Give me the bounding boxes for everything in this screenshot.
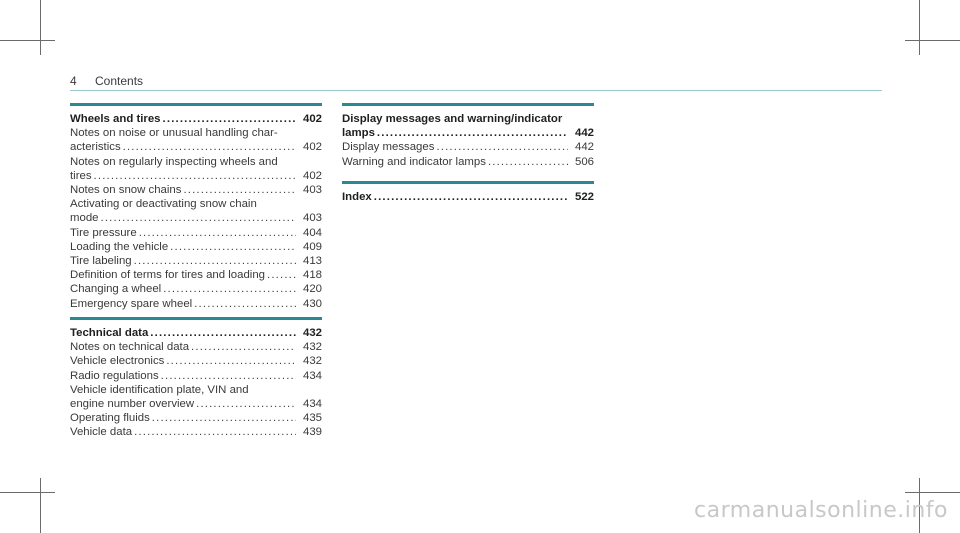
toc-entry-line[interactable]: Activating or deactivating snow chain (70, 198, 257, 211)
toc-entry-label: mode (70, 212, 99, 225)
toc-heading-label: Wheels and tires (70, 113, 161, 125)
toc-page-number: 413 (302, 255, 322, 268)
header-title: Contents (95, 74, 144, 88)
toc-entry-label: Radio regulations (70, 369, 159, 382)
toc-entry[interactable]: Display messages 442 (342, 140, 594, 154)
toc-entry[interactable]: Tire labeling 413 (70, 254, 322, 268)
crop-mark (40, 478, 41, 533)
toc-entry[interactable]: acteristics 402 (70, 140, 322, 154)
header-divider (70, 90, 882, 91)
toc-page-number: 418 (302, 269, 322, 282)
toc-entry-line[interactable]: Vehicle identification plate, VIN and (70, 383, 249, 396)
toc-page-number: 439 (302, 426, 322, 439)
section-divider (70, 103, 322, 106)
toc-page-number: 442 (574, 127, 594, 140)
toc-entry[interactable]: mode 403 (70, 211, 322, 225)
toc-page-number: 434 (302, 369, 322, 382)
toc-page-number: 402 (302, 113, 322, 125)
toc-heading-label: Index (342, 191, 372, 203)
toc-heading-line[interactable]: Display messages and warning/indicator (342, 113, 563, 125)
toc-page-number: 432 (302, 327, 322, 339)
toc-entry[interactable]: Tire pressure 404 (70, 226, 322, 240)
toc-entry-label: Notes on technical data (70, 341, 190, 354)
toc-entry-label: Changing a wheel (70, 283, 162, 296)
toc-page-number: 430 (302, 297, 322, 310)
toc-page-number: 404 (302, 226, 322, 239)
toc-heading[interactable]: Index 522 (342, 190, 594, 204)
toc-entry-label: Loading the vehicle (70, 240, 169, 253)
toc-page-number: 432 (302, 341, 322, 354)
toc-entry-label: Display messages (342, 141, 435, 154)
toc-heading[interactable]: lamps 442 (342, 126, 594, 140)
toc-entry[interactable]: tires 402 (70, 169, 322, 183)
toc-entry-label: Emergency spare wheel (70, 297, 193, 310)
toc-heading-label: lamps (342, 127, 375, 140)
toc-entry[interactable]: Definition of terms for tires and loadin… (70, 268, 322, 282)
crop-mark (0, 492, 55, 493)
toc-page-number: 409 (302, 240, 322, 253)
toc-page-number: 402 (302, 169, 322, 182)
toc-page-number: 403 (302, 212, 322, 225)
page-number: 4 (70, 74, 77, 88)
toc-entry-line[interactable]: Notes on regularly inspecting wheels and (70, 155, 278, 168)
toc-entry[interactable]: Radio regulations 434 (70, 369, 322, 383)
crop-mark (40, 0, 41, 55)
toc-page-number: 420 (302, 283, 322, 296)
toc-entry-label: Tire labeling (70, 255, 132, 268)
section-divider (342, 181, 594, 184)
toc-entry[interactable]: Warning and indicator lamps 506 (342, 155, 594, 169)
toc-entry[interactable]: engine number overview 434 (70, 397, 322, 411)
toc-entry[interactable]: Loading the vehicle 409 (70, 240, 322, 254)
toc-entry[interactable]: Notes on technical data 432 (70, 340, 322, 354)
toc-entry-label: Warning and indicator lamps (342, 155, 486, 168)
toc-entry-line[interactable]: Notes on noise or unusual handling char- (70, 127, 278, 140)
crop-mark (905, 40, 960, 41)
toc-entry-label: Vehicle electronics (70, 355, 165, 368)
toc-heading[interactable]: Wheels and tires 402 (70, 112, 322, 126)
toc-page-number: 402 (302, 141, 322, 154)
page-header: 4 Contents (70, 74, 143, 88)
toc-page-number: 403 (302, 184, 322, 197)
crop-mark (919, 0, 920, 55)
toc-heading[interactable]: Technical data 432 (70, 326, 322, 340)
toc-entry[interactable]: Emergency spare wheel 430 (70, 297, 322, 311)
crop-mark (919, 478, 920, 533)
toc-heading-label: Technical data (70, 327, 149, 339)
toc-entry-label: Operating fluids (70, 412, 150, 425)
toc-page-number: 506 (574, 155, 594, 168)
toc-entry-label: engine number overview (70, 398, 195, 411)
toc-section-index: Index 522 (342, 181, 594, 204)
toc-section-technical-data: Technical data 432 Notes on technical dat… (70, 317, 322, 440)
section-divider (70, 317, 322, 320)
toc-entry-label: Notes on snow chains (70, 184, 182, 197)
toc-entry-label: Tire pressure (70, 226, 137, 239)
watermark: carmanualsonline.info (694, 498, 948, 523)
toc-entry[interactable]: Vehicle data 439 (70, 425, 322, 439)
toc-section-wheels-and-tires: Wheels and tires 402 Notes on noise or un… (70, 103, 322, 311)
toc-entry[interactable]: Vehicle electronics 432 (70, 354, 322, 368)
toc-entry-label: Definition of terms for tires and loadin… (70, 269, 266, 282)
toc-entry-label: tires (70, 169, 92, 182)
toc-page-number: 434 (302, 398, 322, 411)
toc-entry-label: acteristics (70, 141, 121, 154)
crop-mark (905, 492, 960, 493)
toc-page-number: 435 (302, 412, 322, 425)
toc-entry[interactable]: Operating fluids 435 (70, 411, 322, 425)
toc-page-number: 442 (574, 141, 594, 154)
toc-entry-label: Vehicle data (70, 426, 133, 439)
toc-page-number: 432 (302, 355, 322, 368)
toc-section-display-messages: Display messages and warning/indicator l… (342, 103, 594, 169)
toc-entry[interactable]: Changing a wheel 420 (70, 282, 322, 296)
section-divider (342, 103, 594, 106)
toc-entry[interactable]: Notes on snow chains 403 (70, 183, 322, 197)
toc-page-number: 522 (574, 191, 594, 203)
crop-mark (0, 40, 55, 41)
